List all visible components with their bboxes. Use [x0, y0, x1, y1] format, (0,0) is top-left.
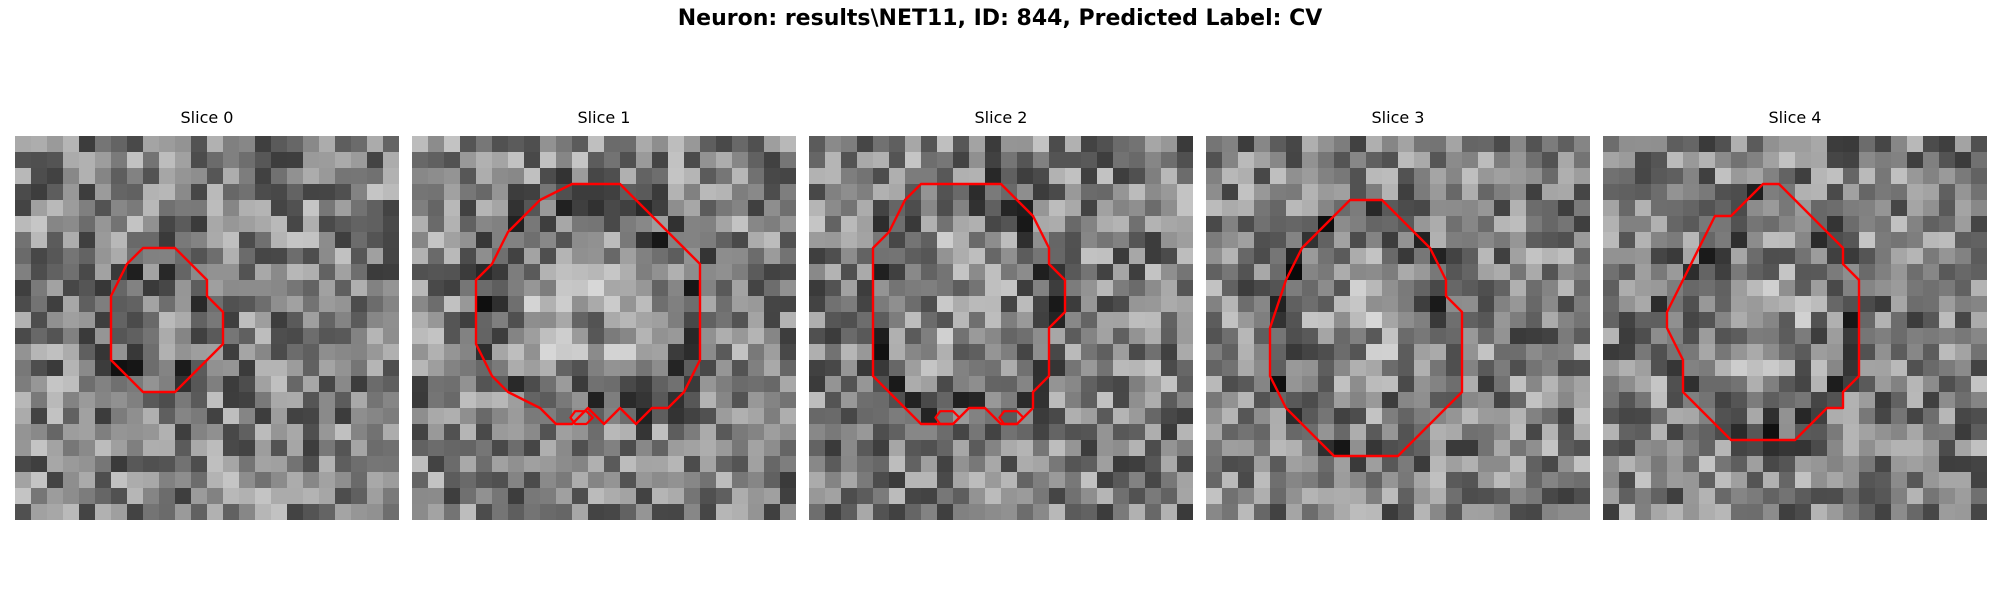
slice-image-0	[15, 136, 399, 520]
slice-image-4	[1603, 136, 1987, 520]
contour-hole	[934, 410, 961, 426]
slice-contour-group-4	[1665, 182, 1861, 442]
slice-image-2	[809, 136, 1193, 520]
slice-contour-group-0	[109, 246, 225, 394]
slice-panel-0: Slice 0	[15, 108, 399, 528]
slice-image-1	[412, 136, 796, 520]
slice-grayscale-pixels-2	[809, 136, 1193, 520]
slice-panel-2: Slice 2	[809, 108, 1193, 528]
slice-image-3	[1206, 136, 1590, 520]
slice-panel-3: Slice 3	[1206, 108, 1590, 528]
vesicle-contour	[109, 246, 225, 394]
slice-grayscale-pixels-0	[15, 136, 399, 520]
slice-panel-4: Slice 4	[1603, 108, 1987, 528]
slice-contour-group-1	[474, 182, 702, 426]
slice-title-2: Slice 2	[974, 108, 1028, 127]
slice-grayscale-pixels-1	[412, 136, 796, 520]
figure-title: Neuron: results\NET11, ID: 844, Predicte…	[677, 6, 1323, 31]
contour-hole	[569, 410, 594, 426]
slice-title-3: Slice 3	[1371, 108, 1425, 127]
slice-title-4: Slice 4	[1768, 108, 1822, 127]
slice-panel-1: Slice 1	[412, 108, 796, 528]
vesicle-contour	[474, 182, 702, 426]
slice-title-1: Slice 1	[577, 108, 631, 127]
contour-hole	[998, 410, 1025, 426]
slice-contour-group-2	[871, 182, 1067, 426]
slice-title-0: Slice 0	[180, 108, 234, 127]
vesicle-contour	[1268, 198, 1464, 458]
vesicle-contour	[1665, 182, 1861, 442]
slice-grayscale-pixels-4	[1603, 136, 1987, 520]
slice-grayscale-pixels-3	[1206, 136, 1590, 520]
slice-contour-group-3	[1268, 198, 1464, 458]
